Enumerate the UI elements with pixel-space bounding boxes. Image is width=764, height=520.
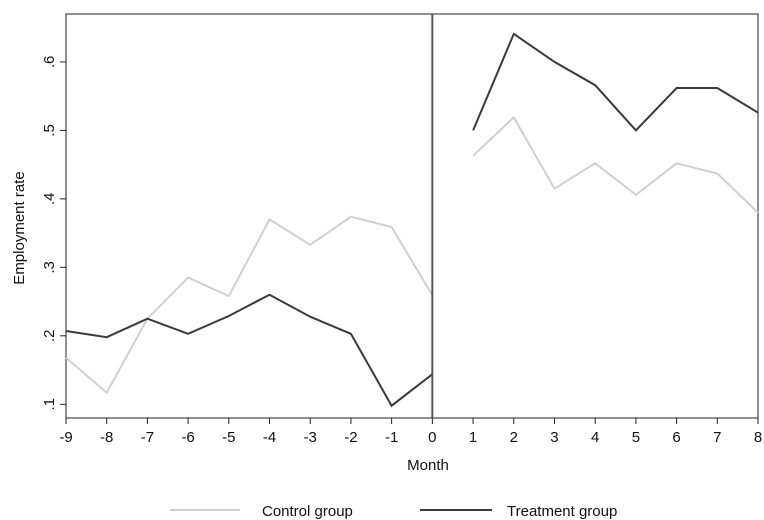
y-axis: .1 .2 .3 .4 .5 .6: [41, 56, 66, 411]
x-tick-label: -9: [59, 429, 72, 446]
legend-item: Control group: [170, 503, 353, 520]
x-tick-label: 5: [632, 429, 640, 446]
series-line-segment: [472, 115, 759, 214]
legend-item: Treatment group: [420, 503, 617, 520]
series-line-segment: [65, 215, 434, 395]
x-tick-label: -4: [263, 429, 276, 446]
x-tick-label: 1: [469, 429, 477, 446]
x-tick-label: -1: [385, 429, 398, 446]
x-tick-label: -2: [344, 429, 357, 446]
x-tick-label: 3: [550, 429, 558, 446]
x-tick-label: -3: [304, 429, 317, 446]
y-tick-label: .2: [41, 330, 58, 343]
x-tick-label: -7: [141, 429, 154, 446]
x-tick-label: -5: [222, 429, 235, 446]
series-line-segment: [65, 293, 434, 408]
legend: Control group Treatment group: [170, 503, 617, 520]
x-axis: -9 -8 -7 -6 -5 -4 -3 -2 -1 0 1 2 3 4 5 6 7 8: [59, 418, 762, 446]
series-line-segment: [472, 32, 759, 132]
x-tick-label: 6: [672, 429, 680, 446]
x-axis-title: Month: [407, 457, 449, 474]
legend-label: Control group: [262, 503, 353, 520]
series-layer: [65, 32, 759, 408]
x-tick-label: 8: [754, 429, 762, 446]
x-tick-label: 2: [510, 429, 518, 446]
y-axis-title: Employment rate: [11, 171, 28, 284]
y-tick-label: .6: [41, 56, 58, 69]
x-tick-label: -6: [181, 429, 194, 446]
series-treatment-group: [65, 32, 759, 408]
x-tick-label: 4: [591, 429, 599, 446]
series-control-group: [65, 115, 759, 395]
y-tick-label: .5: [41, 124, 58, 137]
y-tick-label: .4: [41, 193, 58, 206]
plot-area-border: [65, 13, 759, 419]
x-tick-label: 7: [713, 429, 721, 446]
y-tick-label: .3: [41, 261, 58, 274]
x-tick-label: 0: [428, 429, 436, 446]
x-tick-label: -8: [100, 429, 113, 446]
legend-label: Treatment group: [507, 503, 617, 520]
plot-frame: [65, 13, 759, 419]
y-tick-label: .1: [41, 398, 58, 411]
